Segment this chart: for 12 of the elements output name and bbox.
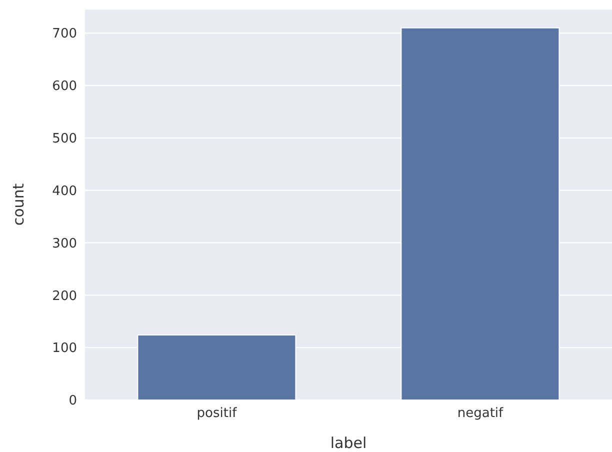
x-axis-title: label (330, 434, 367, 452)
y-tick-label: 200 (52, 288, 77, 304)
y-axis-title: count (9, 183, 28, 226)
x-tick-label: positif (196, 406, 238, 422)
y-tick-label: 700 (52, 26, 77, 42)
x-tick-label: negatif (457, 406, 504, 422)
y-tick-label: 100 (52, 341, 77, 356)
y-tick-label: 400 (52, 184, 77, 199)
y-tick-label: 0 (68, 394, 77, 409)
y-tick-label: 300 (52, 236, 77, 252)
y-tick-label: 500 (52, 132, 77, 147)
y-tick-label: 600 (52, 79, 77, 94)
